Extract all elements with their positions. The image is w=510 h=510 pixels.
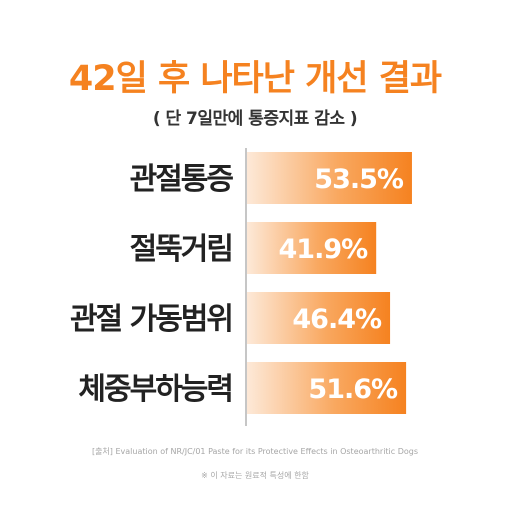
value-label: 41.9% [279, 234, 369, 265]
bar-0 [247, 152, 412, 204]
category-label: 절뚝거림 [130, 232, 232, 267]
source-citation: [출처] Evaluation of NR/JC/01 Paste for it… [91, 447, 419, 456]
footnote: ※ 이 자료는 원료적 특성에 한함 [201, 471, 309, 480]
value-label: 46.4% [292, 304, 382, 335]
bar-1 [247, 222, 377, 274]
category-label: 관절 가동범위 [70, 302, 232, 337]
bar-2 [247, 292, 391, 344]
value-label: 53.5% [314, 164, 404, 195]
category-label: 관절통증 [130, 162, 234, 197]
bar-3 [247, 362, 407, 414]
value-label: 51.6% [308, 374, 398, 405]
category-label: 체중부하능력 [78, 372, 232, 407]
page-title: 42일 후 나타난 개선 결과 [68, 59, 442, 99]
page-subtitle: ( 단 7일만에 통증지표 감소 ) [152, 109, 358, 129]
